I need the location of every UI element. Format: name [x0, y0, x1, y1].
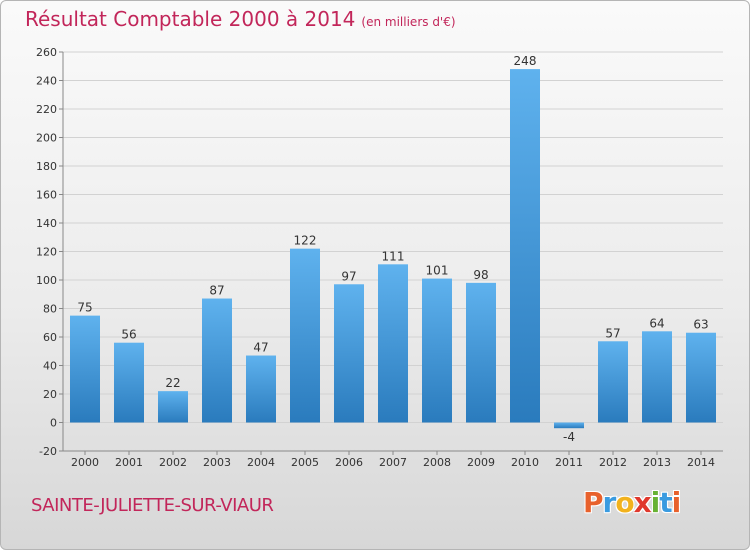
bar — [290, 248, 320, 423]
bar — [334, 284, 364, 423]
logo-letter: t — [659, 486, 672, 519]
bar — [378, 264, 408, 423]
y-tick-label: 200 — [36, 132, 57, 145]
x-tick-label: 2002 — [159, 456, 187, 469]
bar — [202, 298, 232, 423]
bar-value-label: 63 — [693, 318, 708, 332]
y-tick-label: 40 — [43, 360, 57, 373]
bar — [598, 341, 628, 423]
y-tick-label: -20 — [39, 445, 57, 458]
x-tick-label: 2003 — [203, 456, 231, 469]
x-tick-label: 2000 — [71, 456, 99, 469]
bar — [510, 69, 540, 423]
x-tick-label: 2013 — [643, 456, 671, 469]
logo-letter: i — [650, 486, 661, 519]
bar — [158, 391, 188, 423]
x-tick-label: 2012 — [599, 456, 627, 469]
x-tick-label: 2004 — [247, 456, 275, 469]
logo-letter: i — [671, 486, 682, 519]
y-tick-label: 20 — [43, 388, 57, 401]
bar-value-label: 97 — [341, 269, 356, 283]
y-tick-label: 160 — [36, 189, 57, 202]
bar-value-label: 22 — [165, 376, 180, 390]
bar — [642, 331, 672, 423]
bar-value-label: -4 — [563, 430, 575, 444]
chart-subtitle: (en milliers d'€) — [361, 15, 456, 29]
x-tick-label: 2007 — [379, 456, 407, 469]
bar — [114, 342, 144, 423]
bar — [422, 278, 452, 423]
bar-value-label: 75 — [77, 301, 92, 315]
y-tick-label: 60 — [43, 331, 57, 344]
bar-value-label: 98 — [473, 268, 488, 282]
bar-value-label: 111 — [382, 249, 405, 263]
bar-value-label: 57 — [605, 326, 620, 340]
bar-value-label: 47 — [253, 341, 268, 355]
bar-value-label: 122 — [294, 234, 317, 248]
bar-value-label: 64 — [649, 316, 664, 330]
x-tick-label: 2011 — [555, 456, 583, 469]
bar — [686, 332, 716, 423]
proxiti-logo: Proxiti — [583, 486, 682, 519]
x-tick-label: 2014 — [687, 456, 715, 469]
bar — [466, 282, 496, 423]
place-name: SAINTE-JULIETTE-SUR-VIAUR — [31, 495, 274, 516]
y-tick-label: 80 — [43, 303, 57, 316]
bar — [70, 315, 100, 423]
x-tick-label: 2001 — [115, 456, 143, 469]
x-tick-label: 2010 — [511, 456, 539, 469]
x-tick-label: 2006 — [335, 456, 363, 469]
logo-letter: o — [615, 486, 634, 519]
bar-value-label: 87 — [209, 284, 224, 298]
y-tick-label: 100 — [36, 274, 57, 287]
y-tick-label: 260 — [36, 46, 57, 59]
x-tick-label: 2009 — [467, 456, 495, 469]
y-tick-label: 120 — [36, 246, 57, 259]
logo-letter: x — [633, 486, 652, 519]
bar — [554, 422, 584, 429]
y-tick-label: 240 — [36, 75, 57, 88]
y-tick-label: 140 — [36, 217, 57, 230]
bar — [246, 355, 276, 423]
chart-title: Résultat Comptable 2000 à 2014 (en millie… — [25, 7, 456, 31]
y-tick-label: 0 — [50, 417, 57, 430]
logo-letter: r — [602, 486, 617, 519]
x-tick-label: 2008 — [423, 456, 451, 469]
logo-letter: P — [583, 486, 604, 519]
y-tick-label: 180 — [36, 160, 57, 173]
title-text: Résultat Comptable 2000 à 2014 — [25, 7, 356, 31]
y-tick-label: 220 — [36, 103, 57, 116]
bar-value-label: 248 — [514, 54, 537, 68]
bar-value-label: 56 — [121, 328, 136, 342]
bar-value-label: 101 — [426, 264, 449, 278]
x-tick-label: 2005 — [291, 456, 319, 469]
